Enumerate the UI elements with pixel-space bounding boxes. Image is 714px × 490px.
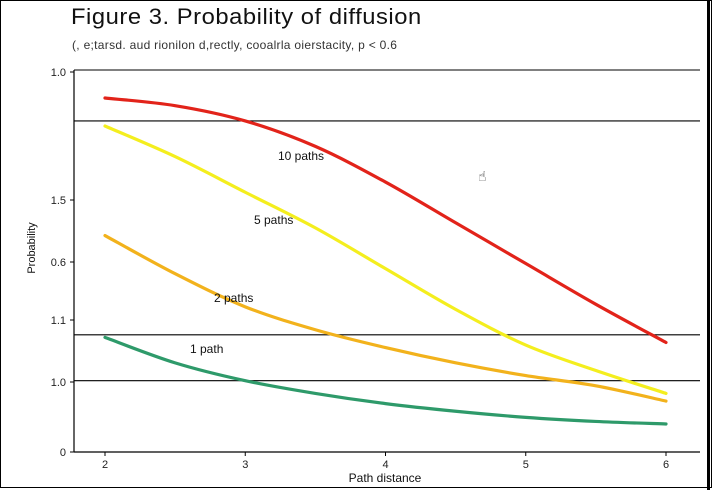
x-axis-label: Path distance — [348, 471, 422, 485]
series-line-1-path — [103, 335, 668, 426]
x-tick-label: 2 — [102, 459, 108, 471]
x-tick-label: 6 — [663, 459, 669, 471]
y-tick-label: 1.1 — [51, 315, 66, 327]
series-labels: 10 paths 5 paths 2 paths 1 path — [190, 149, 324, 356]
pointer-icon: ☝ — [478, 168, 487, 184]
y-tick-label: 0 — [60, 447, 66, 459]
x-tick-label: 3 — [242, 459, 248, 471]
frame-right-edge — [707, 0, 710, 490]
y-tick-label: 1.0 — [51, 67, 66, 79]
series-line-10-paths — [103, 96, 668, 345]
series-line-2-paths — [103, 233, 668, 403]
gridlines — [74, 69, 700, 382]
chart-title: Figure 3. Probability of diffusion — [71, 4, 422, 29]
x-tick-label: 5 — [523, 459, 529, 471]
series-label: 5 paths — [254, 213, 293, 227]
y-axis-label: Probability — [26, 222, 38, 274]
y-tick-label: 1.5 — [51, 195, 66, 207]
series-lines — [103, 96, 668, 426]
axes — [73, 70, 700, 453]
y-tick-label: 1.0 — [51, 377, 66, 389]
chart-subtitle: (, e;tarsd. aud rionilon d,rectly, cooal… — [72, 38, 398, 52]
x-tick-label: 4 — [382, 459, 388, 471]
series-label: 1 path — [190, 342, 223, 356]
series-label: 10 paths — [278, 149, 324, 163]
series-label: 2 paths — [214, 291, 253, 305]
tick-labels: 0 1.0 1.1 0.6 1.5 1.0 2 3 4 5 6 — [51, 67, 669, 471]
series-line-5-paths — [103, 124, 668, 396]
y-tick-label: 0.6 — [51, 257, 66, 269]
